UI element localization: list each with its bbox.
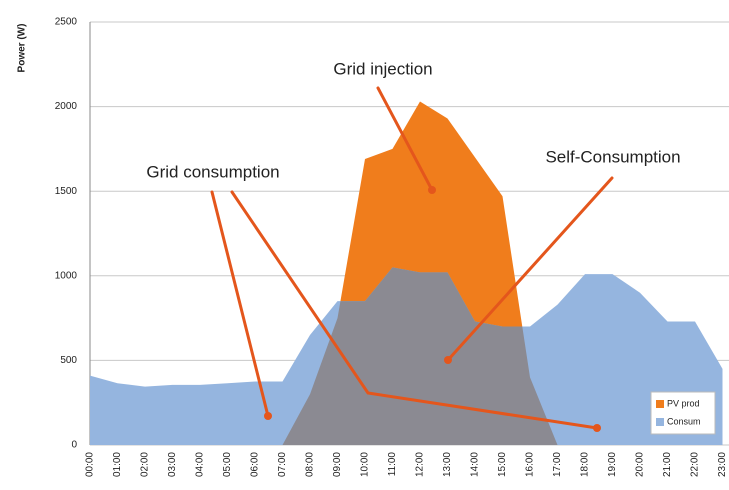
y-tick-label: 2500	[55, 17, 78, 28]
arrows	[210, 86, 614, 430]
x-tick-label: 00:00	[85, 452, 96, 477]
annotation: Self-Consumption	[545, 147, 680, 166]
x-tick-label: 15:00	[497, 452, 508, 477]
arrow-head	[593, 424, 601, 432]
x-tick-label: 12:00	[415, 452, 426, 477]
overlap-area	[90, 267, 723, 445]
y-tick-label: 2000	[55, 101, 78, 112]
x-tick-label: 01:00	[112, 452, 123, 477]
arrow	[376, 86, 434, 192]
x-tick-label: 23:00	[717, 452, 728, 477]
arrow-heads	[264, 186, 601, 432]
x-tick-label: 21:00	[662, 452, 673, 477]
x-tick-label: 22:00	[690, 452, 701, 477]
x-tick-label: 20:00	[635, 452, 646, 477]
x-tick-label: 19:00	[607, 452, 618, 477]
y-tick-label: 1000	[55, 270, 78, 281]
x-tick-label: 03:00	[167, 452, 178, 477]
annotation: Grid consumption	[146, 162, 279, 181]
x-tick-label: 11:00	[387, 452, 398, 477]
arrow-head	[428, 186, 436, 194]
arrow	[446, 176, 614, 362]
x-tick-label: 06:00	[250, 452, 261, 477]
x-tick-label: 10:00	[360, 452, 371, 477]
legend: PV prod Consum	[650, 391, 716, 435]
arrow	[210, 190, 270, 418]
x-tick-label: 18:00	[580, 452, 591, 477]
y-tick-label: 0	[71, 440, 77, 451]
legend-swatch	[656, 400, 664, 408]
arrow-head	[264, 412, 272, 420]
arrow	[230, 190, 599, 430]
x-tick-label: 14:00	[470, 452, 481, 477]
legend-box	[650, 391, 716, 435]
arrow-head	[444, 356, 452, 364]
legend-label: Consum	[667, 416, 701, 426]
legend-swatch	[656, 418, 664, 426]
x-tick-label: 16:00	[525, 452, 536, 477]
y-tick-label: 1500	[55, 186, 78, 197]
x-tick-label: 05:00	[222, 452, 233, 477]
y-tick-label: 500	[60, 355, 77, 366]
x-tick-label: 08:00	[305, 452, 316, 477]
x-tick-label: 04:00	[195, 452, 206, 477]
x-tick-label: 13:00	[442, 452, 453, 477]
x-tick-label: 02:00	[140, 452, 151, 477]
x-tick-label: 09:00	[332, 452, 343, 477]
x-tick-label: 07:00	[277, 452, 288, 477]
legend-label: PV prod	[667, 398, 700, 408]
x-tick-label: 17:00	[552, 452, 563, 477]
areas	[90, 101, 723, 446]
y-axis-label: Power (W)	[17, 24, 28, 73]
grid: 0 500 1000 1500 2000 2500 00:00 01:00 02:00 03:00…	[55, 17, 729, 477]
annotation: Grid injection	[333, 59, 432, 78]
